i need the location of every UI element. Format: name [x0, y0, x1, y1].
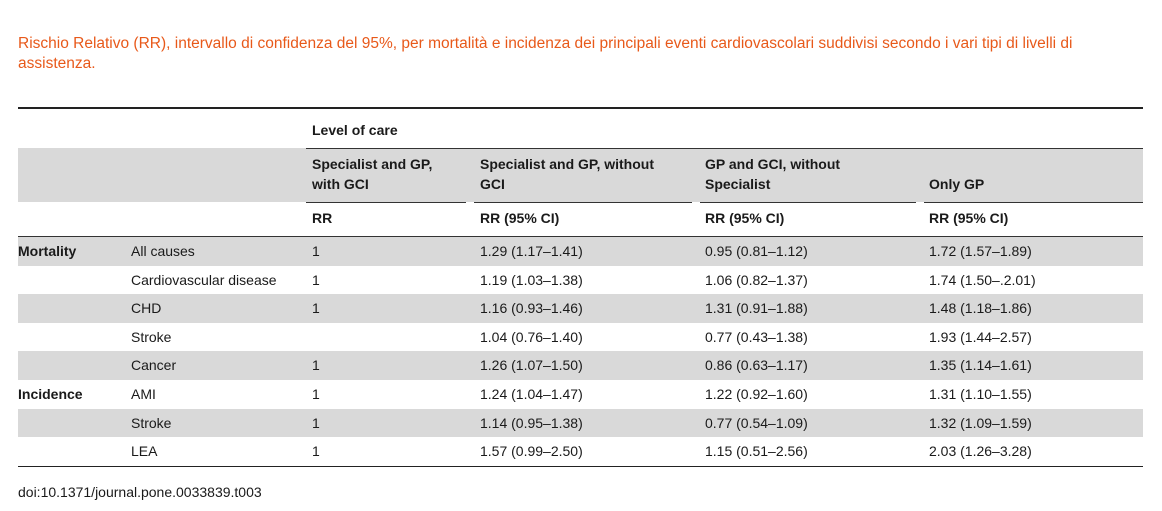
cell-col4: 1.93 (1.44–2.57) — [929, 328, 1032, 345]
col4-underline — [924, 202, 1143, 203]
cell-col2: 1.29 (1.17–1.41) — [480, 243, 583, 259]
row-shading — [18, 351, 1143, 380]
cell-col3: 1.15 (0.51–2.56) — [705, 443, 808, 460]
cell-col2: 1.19 (1.03–1.38) — [480, 271, 583, 288]
table-caption: Rischio Relativo (RR), intervallo di con… — [18, 35, 1073, 72]
header-bottom-rule — [18, 236, 1143, 237]
cell-col1: 1 — [312, 414, 320, 431]
cell-col4: 1.35 (1.14–1.61) — [929, 357, 1032, 374]
cell-col2: 1.14 (0.95–1.38) — [480, 414, 583, 431]
row-group: Mortality — [18, 243, 77, 259]
col2-header-line2: GCI — [480, 176, 505, 192]
level-of-care-label: Level of care — [312, 122, 398, 138]
cell-col1: 1 — [312, 243, 320, 259]
row-label: Cardiovascular disease — [131, 271, 277, 288]
row-label: Stroke — [131, 328, 172, 345]
row-label: Cancer — [131, 357, 177, 374]
col2-header-line1: Specialist and GP, without — [480, 156, 654, 172]
col3-header-line1: GP and GCI, without — [705, 156, 841, 172]
cell-col3: 0.86 (0.63–1.17) — [705, 357, 808, 374]
cell-col2: 1.26 (1.07–1.50) — [480, 357, 583, 374]
col4-subheader: RR (95% CI) — [929, 210, 1009, 226]
col1-subheader: RR — [312, 210, 333, 226]
cell-col3: 0.77 (0.54–1.09) — [705, 414, 808, 431]
header-band — [18, 148, 1143, 202]
cell-col1: 1 — [312, 357, 320, 374]
cell-col3: 1.31 (0.91–1.88) — [705, 300, 808, 317]
col1-header-line2: with GCI — [312, 176, 369, 192]
doi-text: doi:10.1371/journal.pone.0033839.t003 — [18, 484, 262, 500]
row-label: AMI — [131, 386, 156, 402]
cell-col4: 2.03 (1.26–3.28) — [929, 443, 1032, 460]
col3-subheader: RR (95% CI) — [705, 210, 785, 226]
cell-col1: 1 — [312, 300, 320, 317]
cell-col4: 1.74 (1.50–.2.01) — [929, 271, 1036, 288]
col4-header: Only GP — [929, 176, 985, 192]
cell-col2: 1.16 (0.93–1.46) — [480, 300, 583, 317]
row-shading — [18, 294, 1143, 323]
cell-col4: 1.31 (1.10–1.55) — [929, 386, 1032, 402]
cell-col3: 1.22 (0.92–1.60) — [705, 386, 808, 402]
cell-col3: 0.95 (0.81–1.12) — [705, 243, 808, 259]
row-label: CHD — [131, 300, 162, 317]
col2-subheader: RR (95% CI) — [480, 210, 560, 226]
cell-col3: 0.77 (0.43–1.38) — [705, 328, 808, 345]
cell-col2: 1.57 (0.99–2.50) — [480, 443, 583, 460]
col1-header-line1: Specialist and GP, — [312, 156, 433, 172]
cell-col1: 1 — [312, 386, 320, 402]
col1-underline — [306, 202, 466, 203]
row-label: LEA — [131, 443, 158, 460]
col3-underline — [700, 202, 916, 203]
cell-col4: 1.32 (1.09–1.59) — [929, 414, 1032, 431]
cell-col4: 1.48 (1.18–1.86) — [929, 300, 1032, 317]
cell-col2: 1.24 (1.04–1.47) — [480, 386, 583, 402]
row-group: Incidence — [18, 386, 83, 402]
bottom-rule — [18, 466, 1143, 467]
row-label: All causes — [131, 243, 195, 259]
cell-col4: 1.72 (1.57–1.89) — [929, 243, 1032, 259]
cell-col1: 1 — [312, 271, 320, 288]
row-label: Stroke — [131, 414, 172, 431]
cell-col1: 1 — [312, 443, 320, 460]
cell-col2: 1.04 (0.76–1.40) — [480, 328, 583, 345]
col2-underline — [474, 202, 692, 203]
cell-col3: 1.06 (0.82–1.37) — [705, 271, 808, 288]
col3-header-line2: Specialist — [705, 176, 771, 192]
row-shading — [18, 237, 1143, 266]
row-shading — [18, 408, 1143, 438]
top-rule — [18, 107, 1143, 109]
group-underline — [306, 148, 1143, 149]
